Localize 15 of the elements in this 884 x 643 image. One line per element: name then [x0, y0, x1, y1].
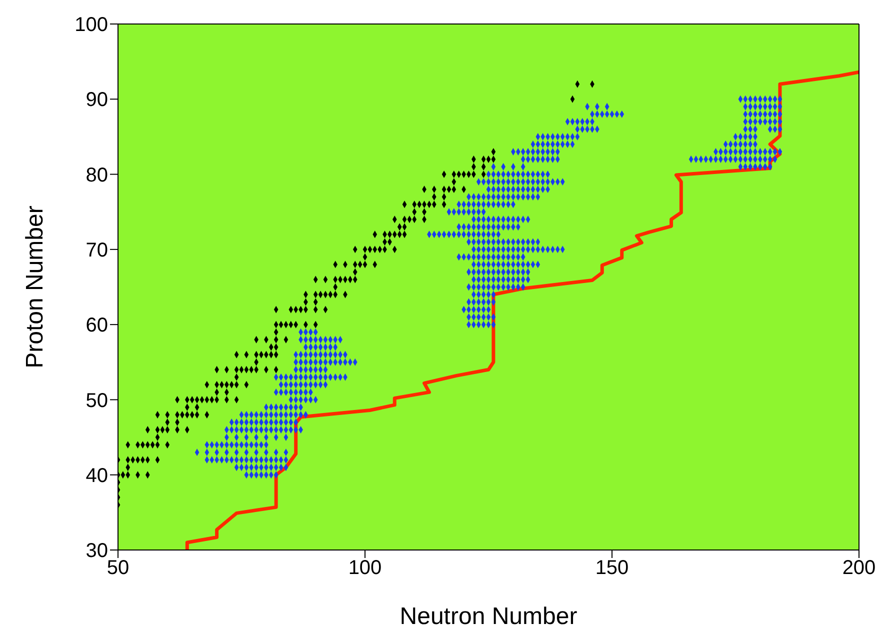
- line-series: [185, 70, 859, 550]
- x-tick-label: 50: [106, 557, 130, 580]
- y-tick-label: 40: [86, 464, 108, 487]
- y-tick-label: 70: [86, 240, 108, 262]
- y-tick-label: 30: [86, 540, 108, 562]
- y-tick-label: 90: [86, 89, 108, 112]
- y-tick-label: 60: [86, 314, 108, 337]
- y-tick-label: 50: [86, 390, 108, 412]
- y-tick-label: 100: [74, 14, 108, 36]
- y-axis-title: Proton Number: [21, 206, 48, 368]
- y-tick-label: 80: [86, 164, 108, 186]
- x-axis-title: Neutron Number: [400, 603, 578, 630]
- x-tick-label: 150: [595, 557, 629, 580]
- x-tick-label: 200: [842, 557, 876, 580]
- x-tick-label: 100: [348, 557, 382, 580]
